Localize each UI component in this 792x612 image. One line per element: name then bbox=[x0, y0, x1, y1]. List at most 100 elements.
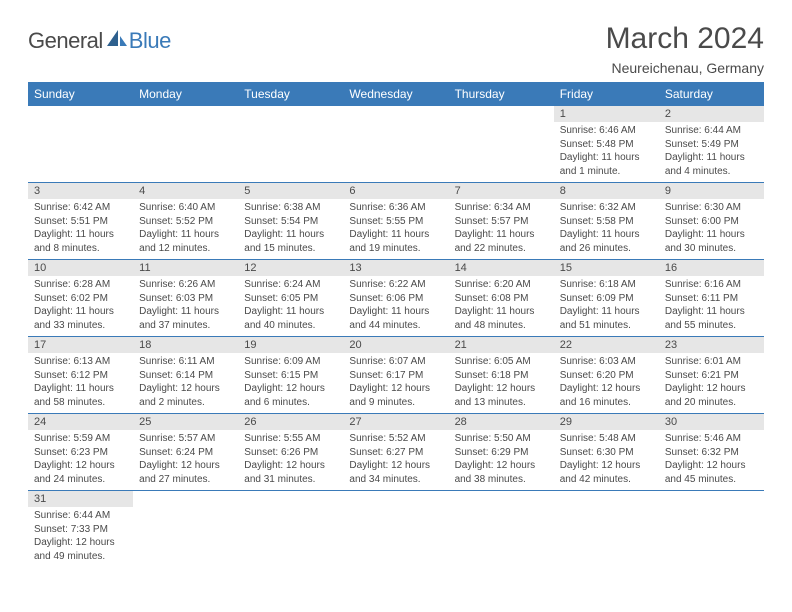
day-number: 7 bbox=[449, 183, 554, 199]
sunrise-line: Sunrise: 6:07 AM bbox=[349, 355, 442, 369]
daylight-line: Daylight: 12 hours and 13 minutes. bbox=[455, 382, 548, 409]
location-subtitle: Neureichenau, Germany bbox=[606, 60, 764, 76]
calendar-page: General Blue March 2024 Neureichenau, Ge… bbox=[0, 0, 792, 567]
brand-word-1: General bbox=[28, 28, 103, 54]
daylight-line: Daylight: 12 hours and 34 minutes. bbox=[349, 459, 442, 486]
sunrise-line: Sunrise: 5:55 AM bbox=[244, 432, 337, 446]
calendar-cell: 8Sunrise: 6:32 AMSunset: 5:58 PMDaylight… bbox=[554, 183, 659, 260]
sunrise-line: Sunrise: 6:11 AM bbox=[139, 355, 232, 369]
sunrise-line: Sunrise: 6:26 AM bbox=[139, 278, 232, 292]
sunset-line: Sunset: 6:21 PM bbox=[665, 369, 758, 383]
sunrise-line: Sunrise: 6:03 AM bbox=[560, 355, 653, 369]
calendar-cell bbox=[343, 106, 448, 183]
weekday-header-row: SundayMondayTuesdayWednesdayThursdayFrid… bbox=[28, 82, 764, 106]
day-number: 23 bbox=[659, 337, 764, 353]
sunrise-line: Sunrise: 6:24 AM bbox=[244, 278, 337, 292]
calendar-cell bbox=[133, 106, 238, 183]
calendar-cell bbox=[238, 491, 343, 568]
sunrise-line: Sunrise: 5:46 AM bbox=[665, 432, 758, 446]
calendar-row: 31Sunrise: 6:44 AMSunset: 7:33 PMDayligh… bbox=[28, 491, 764, 568]
sunrise-line: Sunrise: 6:34 AM bbox=[455, 201, 548, 215]
calendar-cell bbox=[28, 106, 133, 183]
day-info: Sunrise: 6:01 AMSunset: 6:21 PMDaylight:… bbox=[659, 353, 764, 413]
sunrise-line: Sunrise: 6:20 AM bbox=[455, 278, 548, 292]
daylight-line: Daylight: 11 hours and 40 minutes. bbox=[244, 305, 337, 332]
calendar-cell bbox=[343, 491, 448, 568]
sunrise-line: Sunrise: 6:30 AM bbox=[665, 201, 758, 215]
sunset-line: Sunset: 6:30 PM bbox=[560, 446, 653, 460]
sunset-line: Sunset: 6:03 PM bbox=[139, 292, 232, 306]
day-info: Sunrise: 6:26 AMSunset: 6:03 PMDaylight:… bbox=[133, 276, 238, 336]
weekday-header: Thursday bbox=[449, 82, 554, 106]
day-number: 2 bbox=[659, 106, 764, 122]
sunset-line: Sunset: 6:14 PM bbox=[139, 369, 232, 383]
calendar-cell: 26Sunrise: 5:55 AMSunset: 6:26 PMDayligh… bbox=[238, 414, 343, 491]
calendar-cell: 3Sunrise: 6:42 AMSunset: 5:51 PMDaylight… bbox=[28, 183, 133, 260]
day-number: 4 bbox=[133, 183, 238, 199]
sunset-line: Sunset: 6:24 PM bbox=[139, 446, 232, 460]
sunset-line: Sunset: 6:27 PM bbox=[349, 446, 442, 460]
day-info: Sunrise: 6:22 AMSunset: 6:06 PMDaylight:… bbox=[343, 276, 448, 336]
day-info: Sunrise: 6:40 AMSunset: 5:52 PMDaylight:… bbox=[133, 199, 238, 259]
daylight-line: Daylight: 11 hours and 12 minutes. bbox=[139, 228, 232, 255]
weekday-header: Wednesday bbox=[343, 82, 448, 106]
daylight-line: Daylight: 11 hours and 37 minutes. bbox=[139, 305, 232, 332]
sunset-line: Sunset: 6:06 PM bbox=[349, 292, 442, 306]
daylight-line: Daylight: 11 hours and 1 minute. bbox=[560, 151, 653, 178]
sunrise-line: Sunrise: 6:46 AM bbox=[560, 124, 653, 138]
day-info: Sunrise: 5:52 AMSunset: 6:27 PMDaylight:… bbox=[343, 430, 448, 490]
sail-icon bbox=[107, 28, 127, 46]
calendar-cell: 16Sunrise: 6:16 AMSunset: 6:11 PMDayligh… bbox=[659, 260, 764, 337]
daylight-line: Daylight: 12 hours and 31 minutes. bbox=[244, 459, 337, 486]
sunrise-line: Sunrise: 6:09 AM bbox=[244, 355, 337, 369]
sunrise-line: Sunrise: 6:22 AM bbox=[349, 278, 442, 292]
calendar-row: 24Sunrise: 5:59 AMSunset: 6:23 PMDayligh… bbox=[28, 414, 764, 491]
day-info: Sunrise: 6:09 AMSunset: 6:15 PMDaylight:… bbox=[238, 353, 343, 413]
day-info: Sunrise: 6:34 AMSunset: 5:57 PMDaylight:… bbox=[449, 199, 554, 259]
weekday-header: Tuesday bbox=[238, 82, 343, 106]
daylight-line: Daylight: 12 hours and 49 minutes. bbox=[34, 536, 127, 563]
calendar-cell: 18Sunrise: 6:11 AMSunset: 6:14 PMDayligh… bbox=[133, 337, 238, 414]
calendar-cell: 29Sunrise: 5:48 AMSunset: 6:30 PMDayligh… bbox=[554, 414, 659, 491]
sunset-line: Sunset: 6:26 PM bbox=[244, 446, 337, 460]
calendar-row: 3Sunrise: 6:42 AMSunset: 5:51 PMDaylight… bbox=[28, 183, 764, 260]
calendar-cell bbox=[449, 106, 554, 183]
weekday-header: Monday bbox=[133, 82, 238, 106]
calendar-cell: 17Sunrise: 6:13 AMSunset: 6:12 PMDayligh… bbox=[28, 337, 133, 414]
sunrise-line: Sunrise: 6:44 AM bbox=[34, 509, 127, 523]
calendar-cell: 31Sunrise: 6:44 AMSunset: 7:33 PMDayligh… bbox=[28, 491, 133, 568]
daylight-line: Daylight: 11 hours and 15 minutes. bbox=[244, 228, 337, 255]
daylight-line: Daylight: 12 hours and 27 minutes. bbox=[139, 459, 232, 486]
sunset-line: Sunset: 5:58 PM bbox=[560, 215, 653, 229]
day-number: 18 bbox=[133, 337, 238, 353]
day-info: Sunrise: 5:55 AMSunset: 6:26 PMDaylight:… bbox=[238, 430, 343, 490]
sunrise-line: Sunrise: 6:01 AM bbox=[665, 355, 758, 369]
day-number: 6 bbox=[343, 183, 448, 199]
daylight-line: Daylight: 12 hours and 45 minutes. bbox=[665, 459, 758, 486]
calendar-cell: 28Sunrise: 5:50 AMSunset: 6:29 PMDayligh… bbox=[449, 414, 554, 491]
daylight-line: Daylight: 11 hours and 22 minutes. bbox=[455, 228, 548, 255]
daylight-line: Daylight: 11 hours and 30 minutes. bbox=[665, 228, 758, 255]
day-number: 29 bbox=[554, 414, 659, 430]
day-number: 27 bbox=[343, 414, 448, 430]
calendar-cell: 2Sunrise: 6:44 AMSunset: 5:49 PMDaylight… bbox=[659, 106, 764, 183]
daylight-line: Daylight: 11 hours and 8 minutes. bbox=[34, 228, 127, 255]
sunrise-line: Sunrise: 6:38 AM bbox=[244, 201, 337, 215]
daylight-line: Daylight: 11 hours and 19 minutes. bbox=[349, 228, 442, 255]
day-number: 14 bbox=[449, 260, 554, 276]
daylight-line: Daylight: 12 hours and 42 minutes. bbox=[560, 459, 653, 486]
calendar-cell: 19Sunrise: 6:09 AMSunset: 6:15 PMDayligh… bbox=[238, 337, 343, 414]
weekday-header: Saturday bbox=[659, 82, 764, 106]
calendar-cell: 23Sunrise: 6:01 AMSunset: 6:21 PMDayligh… bbox=[659, 337, 764, 414]
sunset-line: Sunset: 6:18 PM bbox=[455, 369, 548, 383]
daylight-line: Daylight: 11 hours and 48 minutes. bbox=[455, 305, 548, 332]
sunset-line: Sunset: 6:23 PM bbox=[34, 446, 127, 460]
day-number: 5 bbox=[238, 183, 343, 199]
calendar-cell: 30Sunrise: 5:46 AMSunset: 6:32 PMDayligh… bbox=[659, 414, 764, 491]
day-number: 9 bbox=[659, 183, 764, 199]
day-number: 20 bbox=[343, 337, 448, 353]
calendar-cell: 14Sunrise: 6:20 AMSunset: 6:08 PMDayligh… bbox=[449, 260, 554, 337]
brand-word-2: Blue bbox=[129, 28, 171, 54]
daylight-line: Daylight: 11 hours and 58 minutes. bbox=[34, 382, 127, 409]
sunset-line: Sunset: 5:48 PM bbox=[560, 138, 653, 152]
